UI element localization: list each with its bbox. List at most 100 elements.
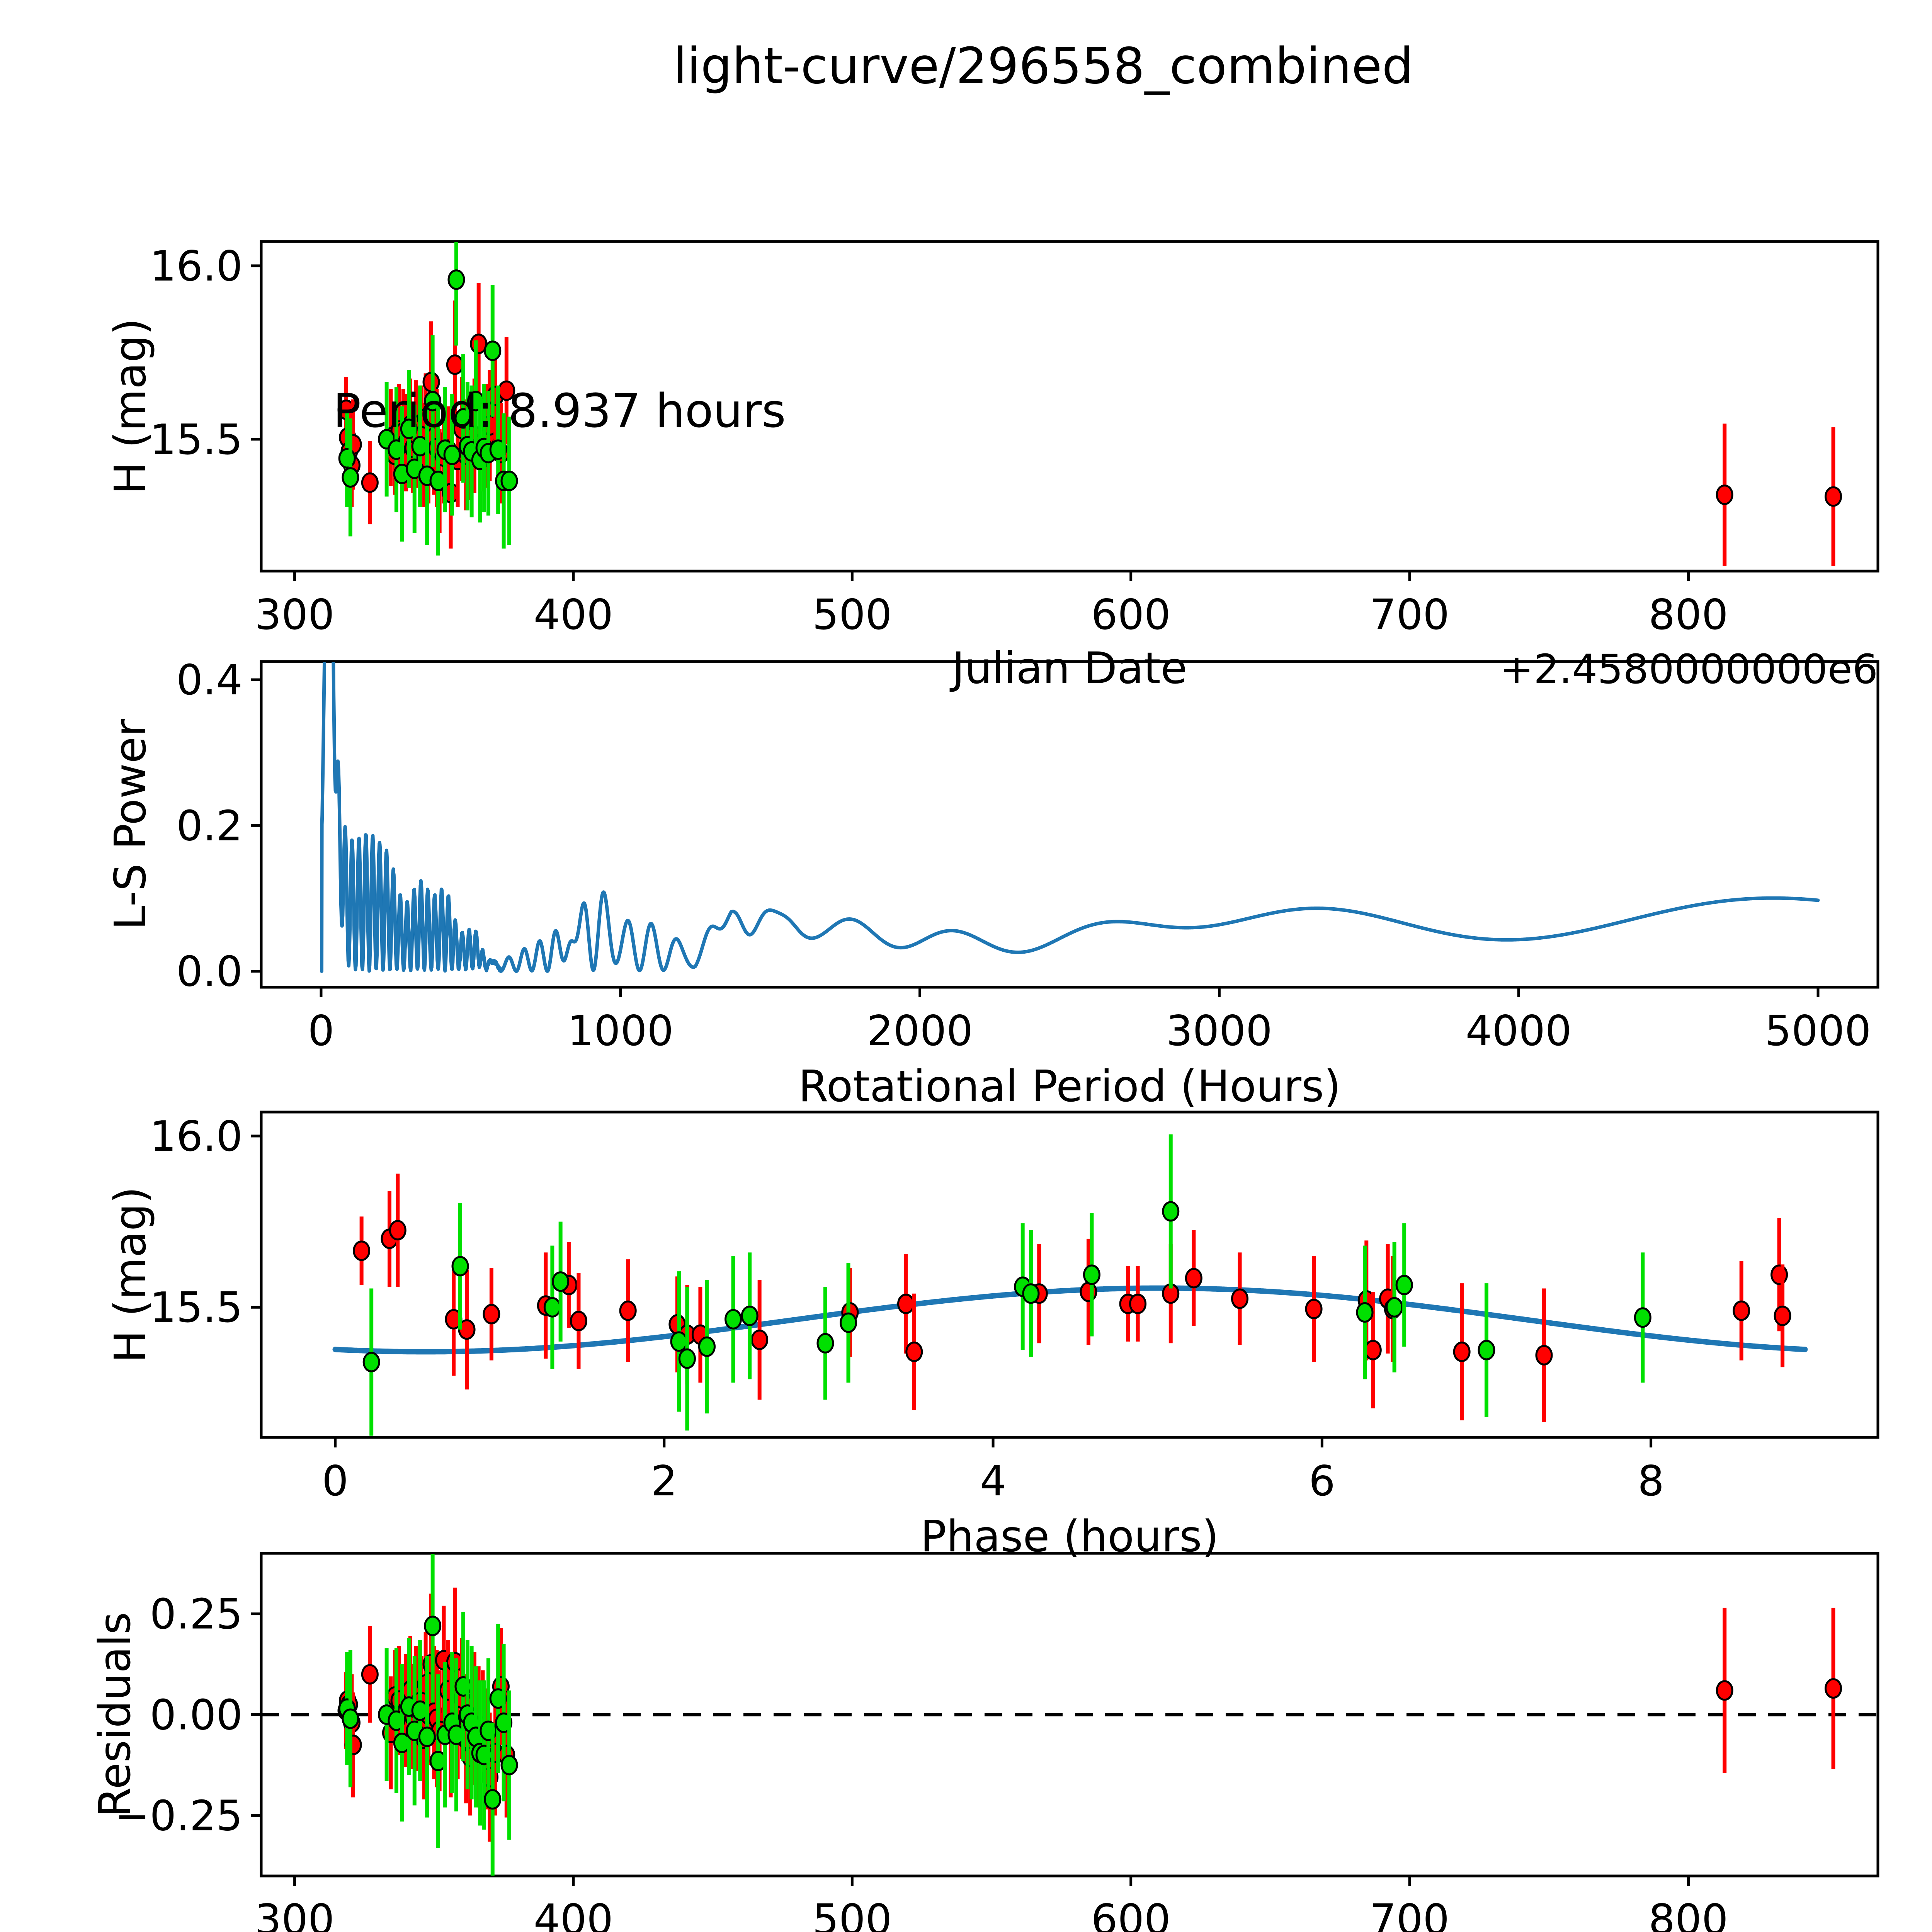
data-point	[1825, 486, 1842, 507]
phasefold-x-label: 2	[651, 1457, 677, 1505]
residuals-ylabel: Residuals	[90, 1612, 140, 1817]
lightcurve-y-label: 16.0	[150, 242, 243, 291]
residuals-y-label: −0.25	[115, 1792, 243, 1840]
phasefold-y-label: 16.0	[150, 1112, 243, 1161]
data-point	[443, 444, 461, 465]
panel-periodogram: 0 1000 2000 3000 4000 5000 0.0 0.2 0.4 L-S Power R…	[105, 656, 1879, 1112]
periodogram-y-label: 0.0	[176, 948, 243, 996]
panel-residuals: 300 400 500 600 700 800 0.25 0.00 −0.25Residuals…	[90, 1552, 1879, 1932]
data-point	[500, 1755, 518, 1776]
data-point	[698, 1336, 716, 1357]
data-point	[418, 1726, 436, 1747]
data-point	[741, 1305, 759, 1326]
phasefold-y-label: 15.5	[150, 1284, 243, 1332]
data-point	[570, 1311, 587, 1332]
periodogram-x-label: 4000	[1466, 1007, 1572, 1055]
periodogram-ylabel: L-S Power	[105, 718, 156, 930]
data-point	[389, 1220, 406, 1241]
lightcurve-x-offset-label: +2.4580000000e6	[1500, 646, 1878, 693]
data-point	[484, 340, 502, 361]
data-point	[484, 1789, 502, 1810]
periodogram-y-label: 0.2	[176, 802, 243, 850]
data-point	[552, 1271, 570, 1292]
residuals-x-label: 700	[1370, 1896, 1449, 1932]
data-point	[1395, 1275, 1413, 1296]
data-point	[905, 1341, 923, 1362]
data-point	[342, 1708, 359, 1729]
phasefold-series-green	[362, 1134, 1651, 1436]
data-point	[1185, 1268, 1202, 1289]
data-point	[483, 1304, 500, 1325]
data-point	[1634, 1307, 1651, 1328]
phasefold-x-label: 0	[322, 1457, 349, 1505]
data-point	[446, 354, 464, 375]
data-point	[816, 1333, 834, 1354]
data-point	[361, 472, 379, 493]
data-point	[840, 1312, 857, 1333]
data-point	[1535, 1345, 1553, 1366]
data-point	[751, 1329, 769, 1350]
periodogram-x-label: 1000	[567, 1007, 673, 1055]
period-annotation: Period: 8.937 hours	[333, 384, 786, 438]
residuals-x-label: 800	[1648, 1896, 1728, 1932]
phasefold-axes-frame	[260, 1111, 1879, 1439]
residuals-x-label: 600	[1091, 1896, 1171, 1932]
figure-title: light-curve/296558_combined	[673, 37, 1413, 95]
lightcurve-axes-frame	[260, 240, 1879, 573]
data-point	[342, 467, 359, 488]
residuals-x-label: 400	[534, 1896, 613, 1932]
data-point	[1716, 1680, 1733, 1701]
periodogram-x-label: 2000	[867, 1007, 973, 1055]
data-point	[362, 1352, 380, 1372]
data-point	[1129, 1293, 1147, 1314]
residuals-y-label: 0.25	[150, 1590, 243, 1639]
lightcurve-x-label: 300	[255, 591, 334, 639]
data-point	[1162, 1201, 1180, 1222]
lightcurve-x-label: 400	[534, 591, 613, 639]
periodogram-xlabel: Rotational Period (Hours)	[798, 1061, 1341, 1112]
data-point	[1716, 484, 1733, 505]
periodogram-x-label: 3000	[1166, 1007, 1272, 1055]
data-point	[500, 471, 518, 492]
data-point	[897, 1293, 915, 1314]
data-point	[1733, 1300, 1750, 1321]
data-point	[1080, 1281, 1097, 1302]
data-point	[1386, 1297, 1403, 1318]
data-point	[678, 1348, 696, 1369]
data-point	[1453, 1341, 1471, 1362]
residuals-series-green	[338, 1554, 518, 1876]
lightcurve-x-label: 700	[1370, 591, 1449, 639]
phasefold-x-label: 8	[1638, 1457, 1664, 1505]
data-point	[338, 448, 356, 469]
data-point	[619, 1300, 637, 1321]
data-point	[724, 1309, 742, 1330]
lightcurve-ylabel: H (mag)	[105, 318, 156, 494]
periodogram-x-label: 5000	[1765, 1007, 1871, 1055]
residuals-y-label: 0.00	[150, 1691, 243, 1740]
data-point	[1356, 1302, 1374, 1323]
lightcurve-xlabel: Julian Date	[949, 643, 1187, 694]
data-point	[1364, 1340, 1382, 1361]
data-point	[1022, 1283, 1040, 1304]
periodogram-y-label: 0.4	[176, 656, 243, 704]
periodogram-curve	[320, 662, 1820, 973]
data-point	[1231, 1288, 1249, 1309]
data-point	[1478, 1340, 1495, 1361]
data-point	[1774, 1305, 1791, 1326]
panel-lightcurve: 300 400 500 600 700 800 16.0 15.5H (mag) Julian …	[105, 240, 1879, 694]
phasefold-ylabel: H (mag)	[105, 1187, 156, 1363]
residuals-x-label: 300	[255, 1896, 334, 1932]
lightcurve-series-green	[338, 242, 518, 556]
data-point	[670, 1331, 688, 1352]
periodogram-x-label: 0	[308, 1007, 335, 1055]
phasefold-x-label: 6	[1309, 1457, 1335, 1505]
lightcurve-x-label: 800	[1648, 591, 1728, 639]
data-point	[543, 1297, 561, 1318]
data-point	[1083, 1264, 1100, 1285]
data-point	[361, 1664, 379, 1685]
data-point	[447, 269, 465, 290]
data-point	[353, 1240, 371, 1261]
